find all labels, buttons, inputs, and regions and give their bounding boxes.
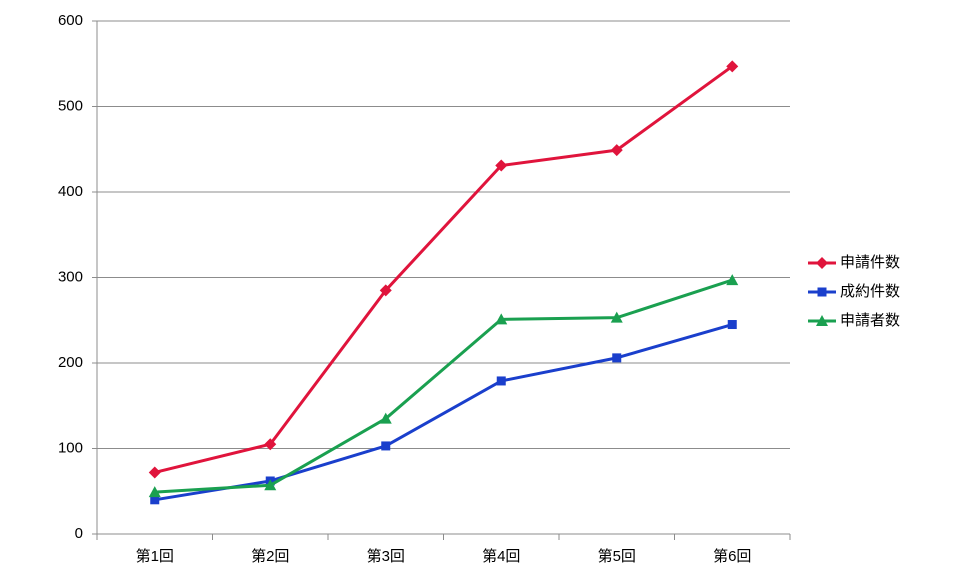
marker [726, 274, 739, 286]
marker [816, 257, 828, 269]
y-tick-label: 100 [58, 439, 83, 456]
y-tick-label: 300 [58, 268, 83, 285]
marker [612, 353, 622, 363]
x-tick-label: 第1回 [136, 547, 174, 565]
y-tick-label: 200 [58, 354, 83, 371]
marker [495, 159, 508, 172]
series-line [154, 65, 734, 474]
marker [264, 438, 277, 451]
marker [727, 320, 737, 330]
marker [726, 60, 739, 73]
marker [381, 441, 391, 451]
marker [817, 287, 827, 297]
marker [610, 311, 623, 323]
series-line [154, 278, 733, 494]
y-tick-label: 400 [58, 183, 83, 200]
x-tick-label: 第3回 [367, 547, 405, 565]
marker [379, 412, 392, 424]
legend-label: 成約件数 [840, 283, 900, 300]
marker [264, 479, 277, 491]
marker [148, 486, 161, 498]
marker [816, 315, 828, 326]
marker [495, 313, 508, 325]
legend-label: 申請者数 [840, 312, 900, 329]
marker [379, 284, 392, 297]
x-tick-label: 第4回 [482, 547, 520, 565]
y-tick-label: 0 [75, 525, 83, 542]
x-tick-label: 第5回 [598, 547, 636, 565]
marker [496, 376, 506, 386]
marker [148, 466, 161, 479]
x-tick-label: 第2回 [251, 547, 289, 565]
marker [610, 144, 623, 157]
series-line [154, 323, 733, 502]
y-tick-label: 500 [58, 97, 83, 114]
marker [150, 495, 160, 505]
y-tick-label: 600 [58, 12, 83, 29]
x-tick-label: 第6回 [713, 547, 751, 565]
legend-label: 申請件数 [840, 254, 900, 271]
